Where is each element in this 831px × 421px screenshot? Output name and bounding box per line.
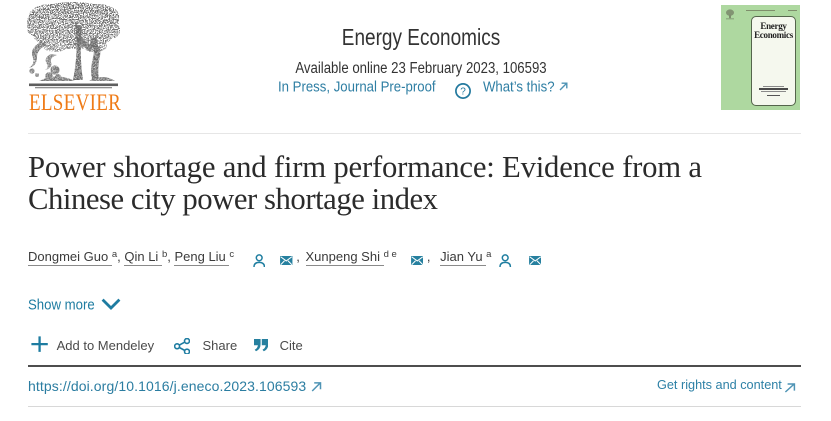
svg-text:?: ? [460,87,466,98]
